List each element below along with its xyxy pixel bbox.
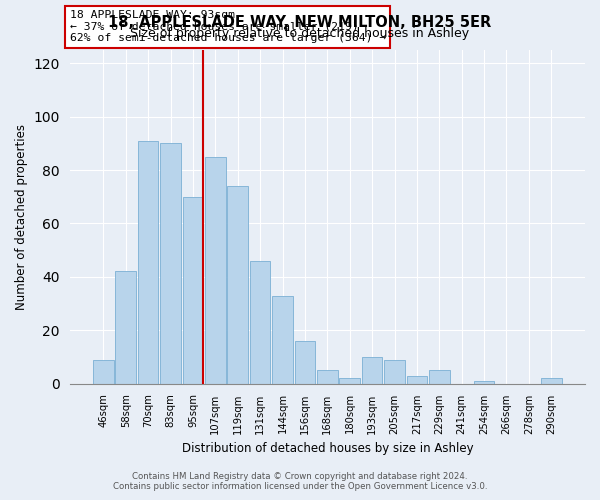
Bar <box>295 341 315 384</box>
Bar <box>474 381 494 384</box>
Text: 18, APPLESLADE WAY, NEW MILTON, BH25 5ER: 18, APPLESLADE WAY, NEW MILTON, BH25 5ER <box>109 15 491 30</box>
Bar <box>182 197 203 384</box>
Text: Contains HM Land Registry data © Crown copyright and database right 2024.
Contai: Contains HM Land Registry data © Crown c… <box>113 472 487 491</box>
Bar <box>272 296 293 384</box>
Bar <box>115 272 136 384</box>
Y-axis label: Number of detached properties: Number of detached properties <box>15 124 28 310</box>
Bar <box>541 378 562 384</box>
Bar <box>250 261 271 384</box>
Text: Size of property relative to detached houses in Ashley: Size of property relative to detached ho… <box>130 26 470 40</box>
X-axis label: Distribution of detached houses by size in Ashley: Distribution of detached houses by size … <box>182 442 473 455</box>
Text: 18 APPLESLADE WAY: 93sqm
← 37% of detached houses are smaller (219)
62% of semi-: 18 APPLESLADE WAY: 93sqm ← 37% of detach… <box>70 10 386 43</box>
Bar <box>205 156 226 384</box>
Bar <box>429 370 449 384</box>
Bar <box>138 140 158 384</box>
Bar <box>93 360 113 384</box>
Bar <box>407 376 427 384</box>
Bar <box>227 186 248 384</box>
Bar <box>160 144 181 384</box>
Bar <box>317 370 338 384</box>
Bar <box>384 360 405 384</box>
Bar <box>340 378 360 384</box>
Bar <box>362 357 382 384</box>
